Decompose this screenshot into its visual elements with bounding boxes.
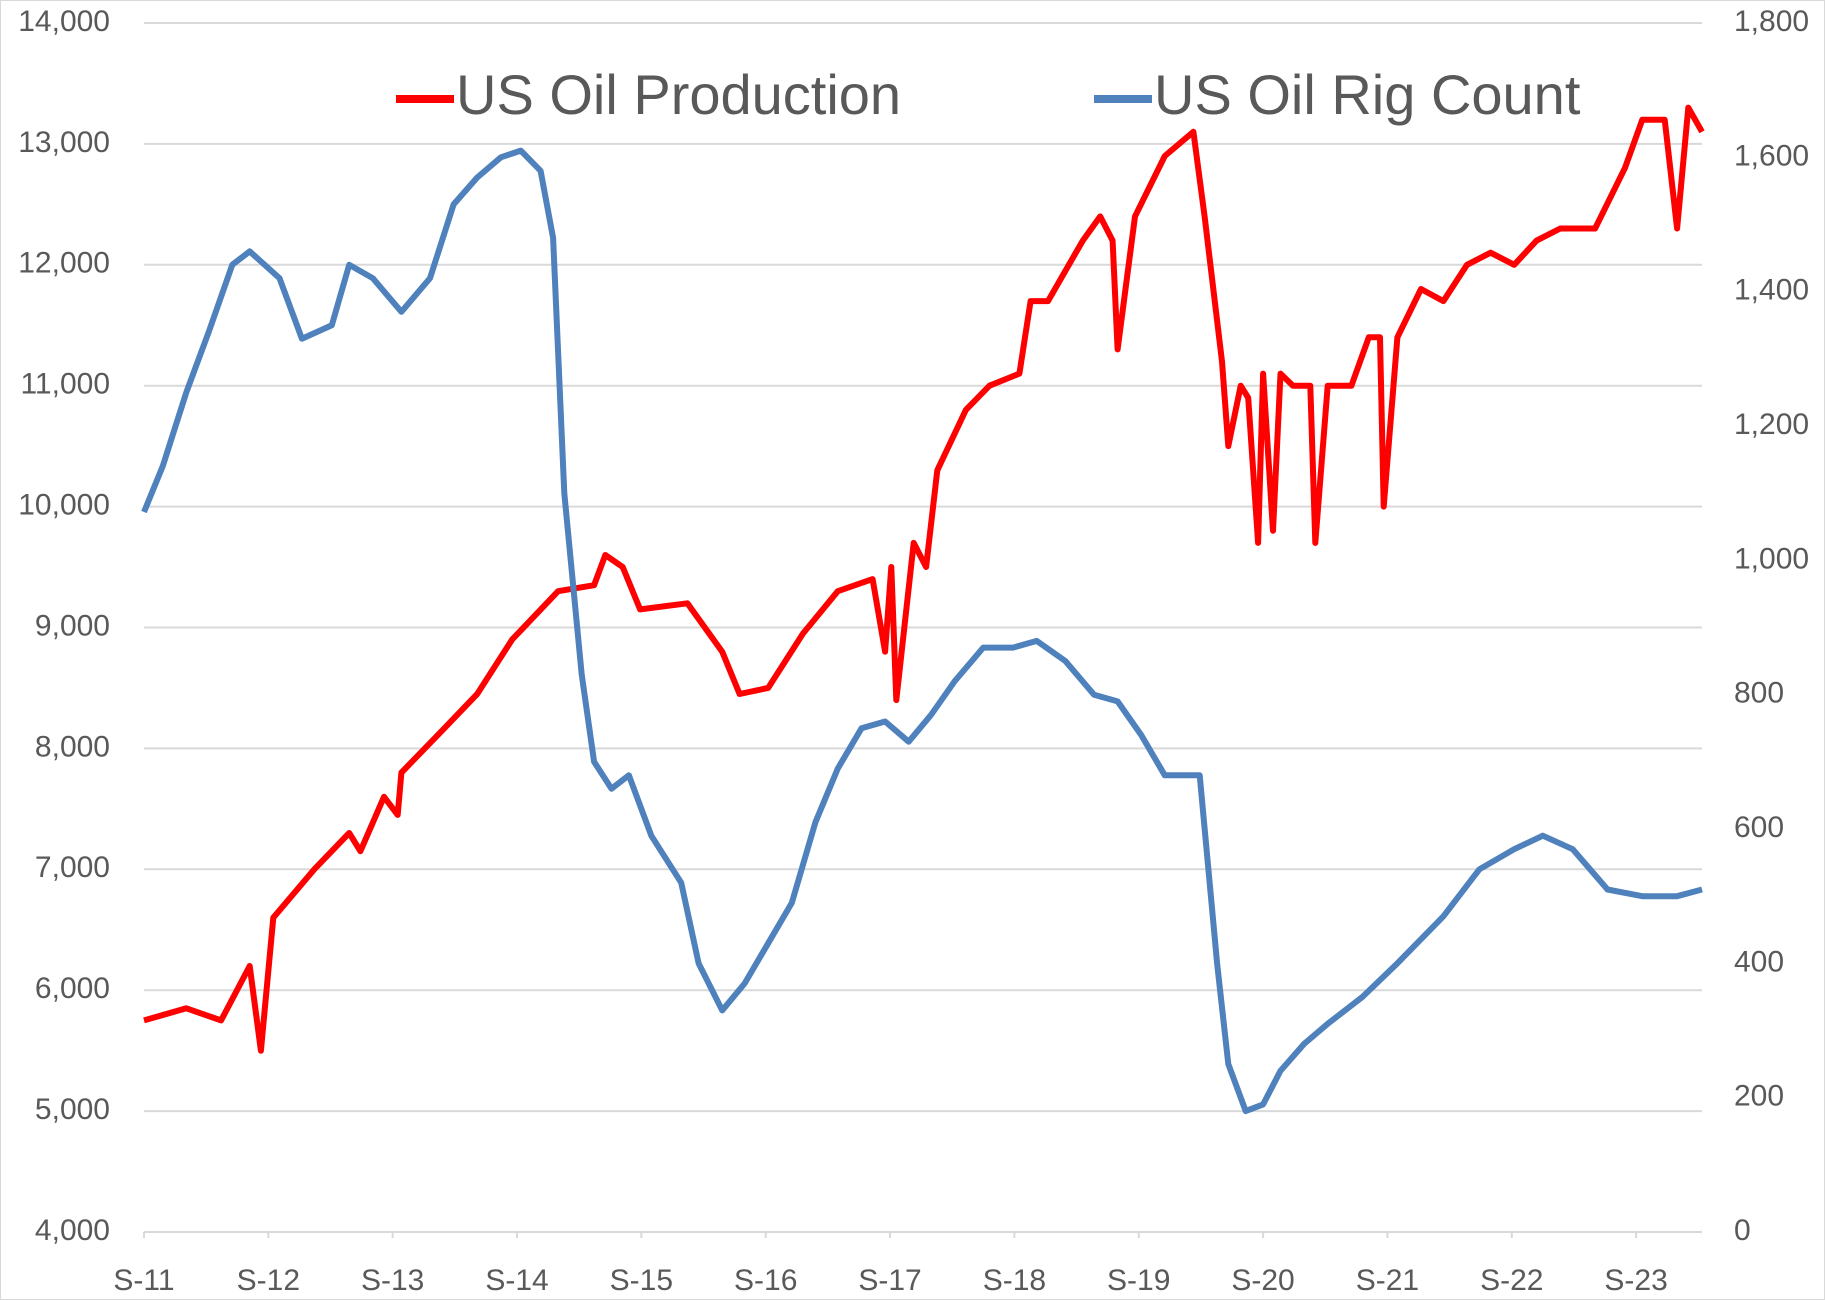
x-tick-label: S-13 <box>361 1264 424 1297</box>
y-tick-label: 8,000 <box>35 730 110 763</box>
y2-tick-label: 1,600 <box>1734 139 1809 172</box>
legend-label: US Oil Production <box>456 63 901 126</box>
x-tick-label: S-17 <box>858 1264 921 1297</box>
y-tick-label: 13,000 <box>18 126 110 159</box>
series-line <box>143 104 1705 1054</box>
y2-tick-label: 1,200 <box>1734 408 1809 441</box>
x-tick-label: S-16 <box>734 1264 797 1297</box>
y2-tick-label: 0 <box>1734 1214 1751 1247</box>
y-tick-label: 6,000 <box>35 972 110 1005</box>
y-tick-label: 12,000 <box>18 247 110 280</box>
y-tick-label: 4,000 <box>35 1214 110 1247</box>
x-tick-label: S-18 <box>983 1264 1046 1297</box>
y2-tick-label: 1,800 <box>1734 5 1809 38</box>
x-tick-label: S-19 <box>1107 1264 1170 1297</box>
x-tick-label: S-23 <box>1604 1264 1667 1297</box>
x-tick-label: S-22 <box>1480 1264 1543 1297</box>
x-tick-label: S-12 <box>237 1264 300 1297</box>
x-tick-label: S-21 <box>1356 1264 1419 1297</box>
x-tick-label: S-20 <box>1231 1264 1294 1297</box>
y-tick-label: 9,000 <box>35 609 110 642</box>
x-tick-label: S-11 <box>113 1264 174 1297</box>
y2-tick-label: 200 <box>1734 1080 1784 1113</box>
legend-label: US Oil Rig Count <box>1154 63 1581 126</box>
y2-tick-label: 600 <box>1734 811 1784 844</box>
series-line <box>141 147 1703 1115</box>
y-tick-label: 14,000 <box>18 5 110 38</box>
y-tick-label: 11,000 <box>20 368 110 401</box>
y2-tick-label: 1,000 <box>1734 542 1809 575</box>
y2-tick-label: 400 <box>1734 945 1784 978</box>
y-tick-label: 10,000 <box>18 489 110 522</box>
x-tick-label: S-15 <box>610 1264 673 1297</box>
x-tick-label: S-14 <box>485 1264 548 1297</box>
y2-tick-label: 1,400 <box>1734 274 1809 307</box>
y2-tick-label: 800 <box>1734 677 1784 710</box>
y-tick-label: 7,000 <box>35 851 110 884</box>
y-tick-label: 5,000 <box>35 1093 110 1126</box>
